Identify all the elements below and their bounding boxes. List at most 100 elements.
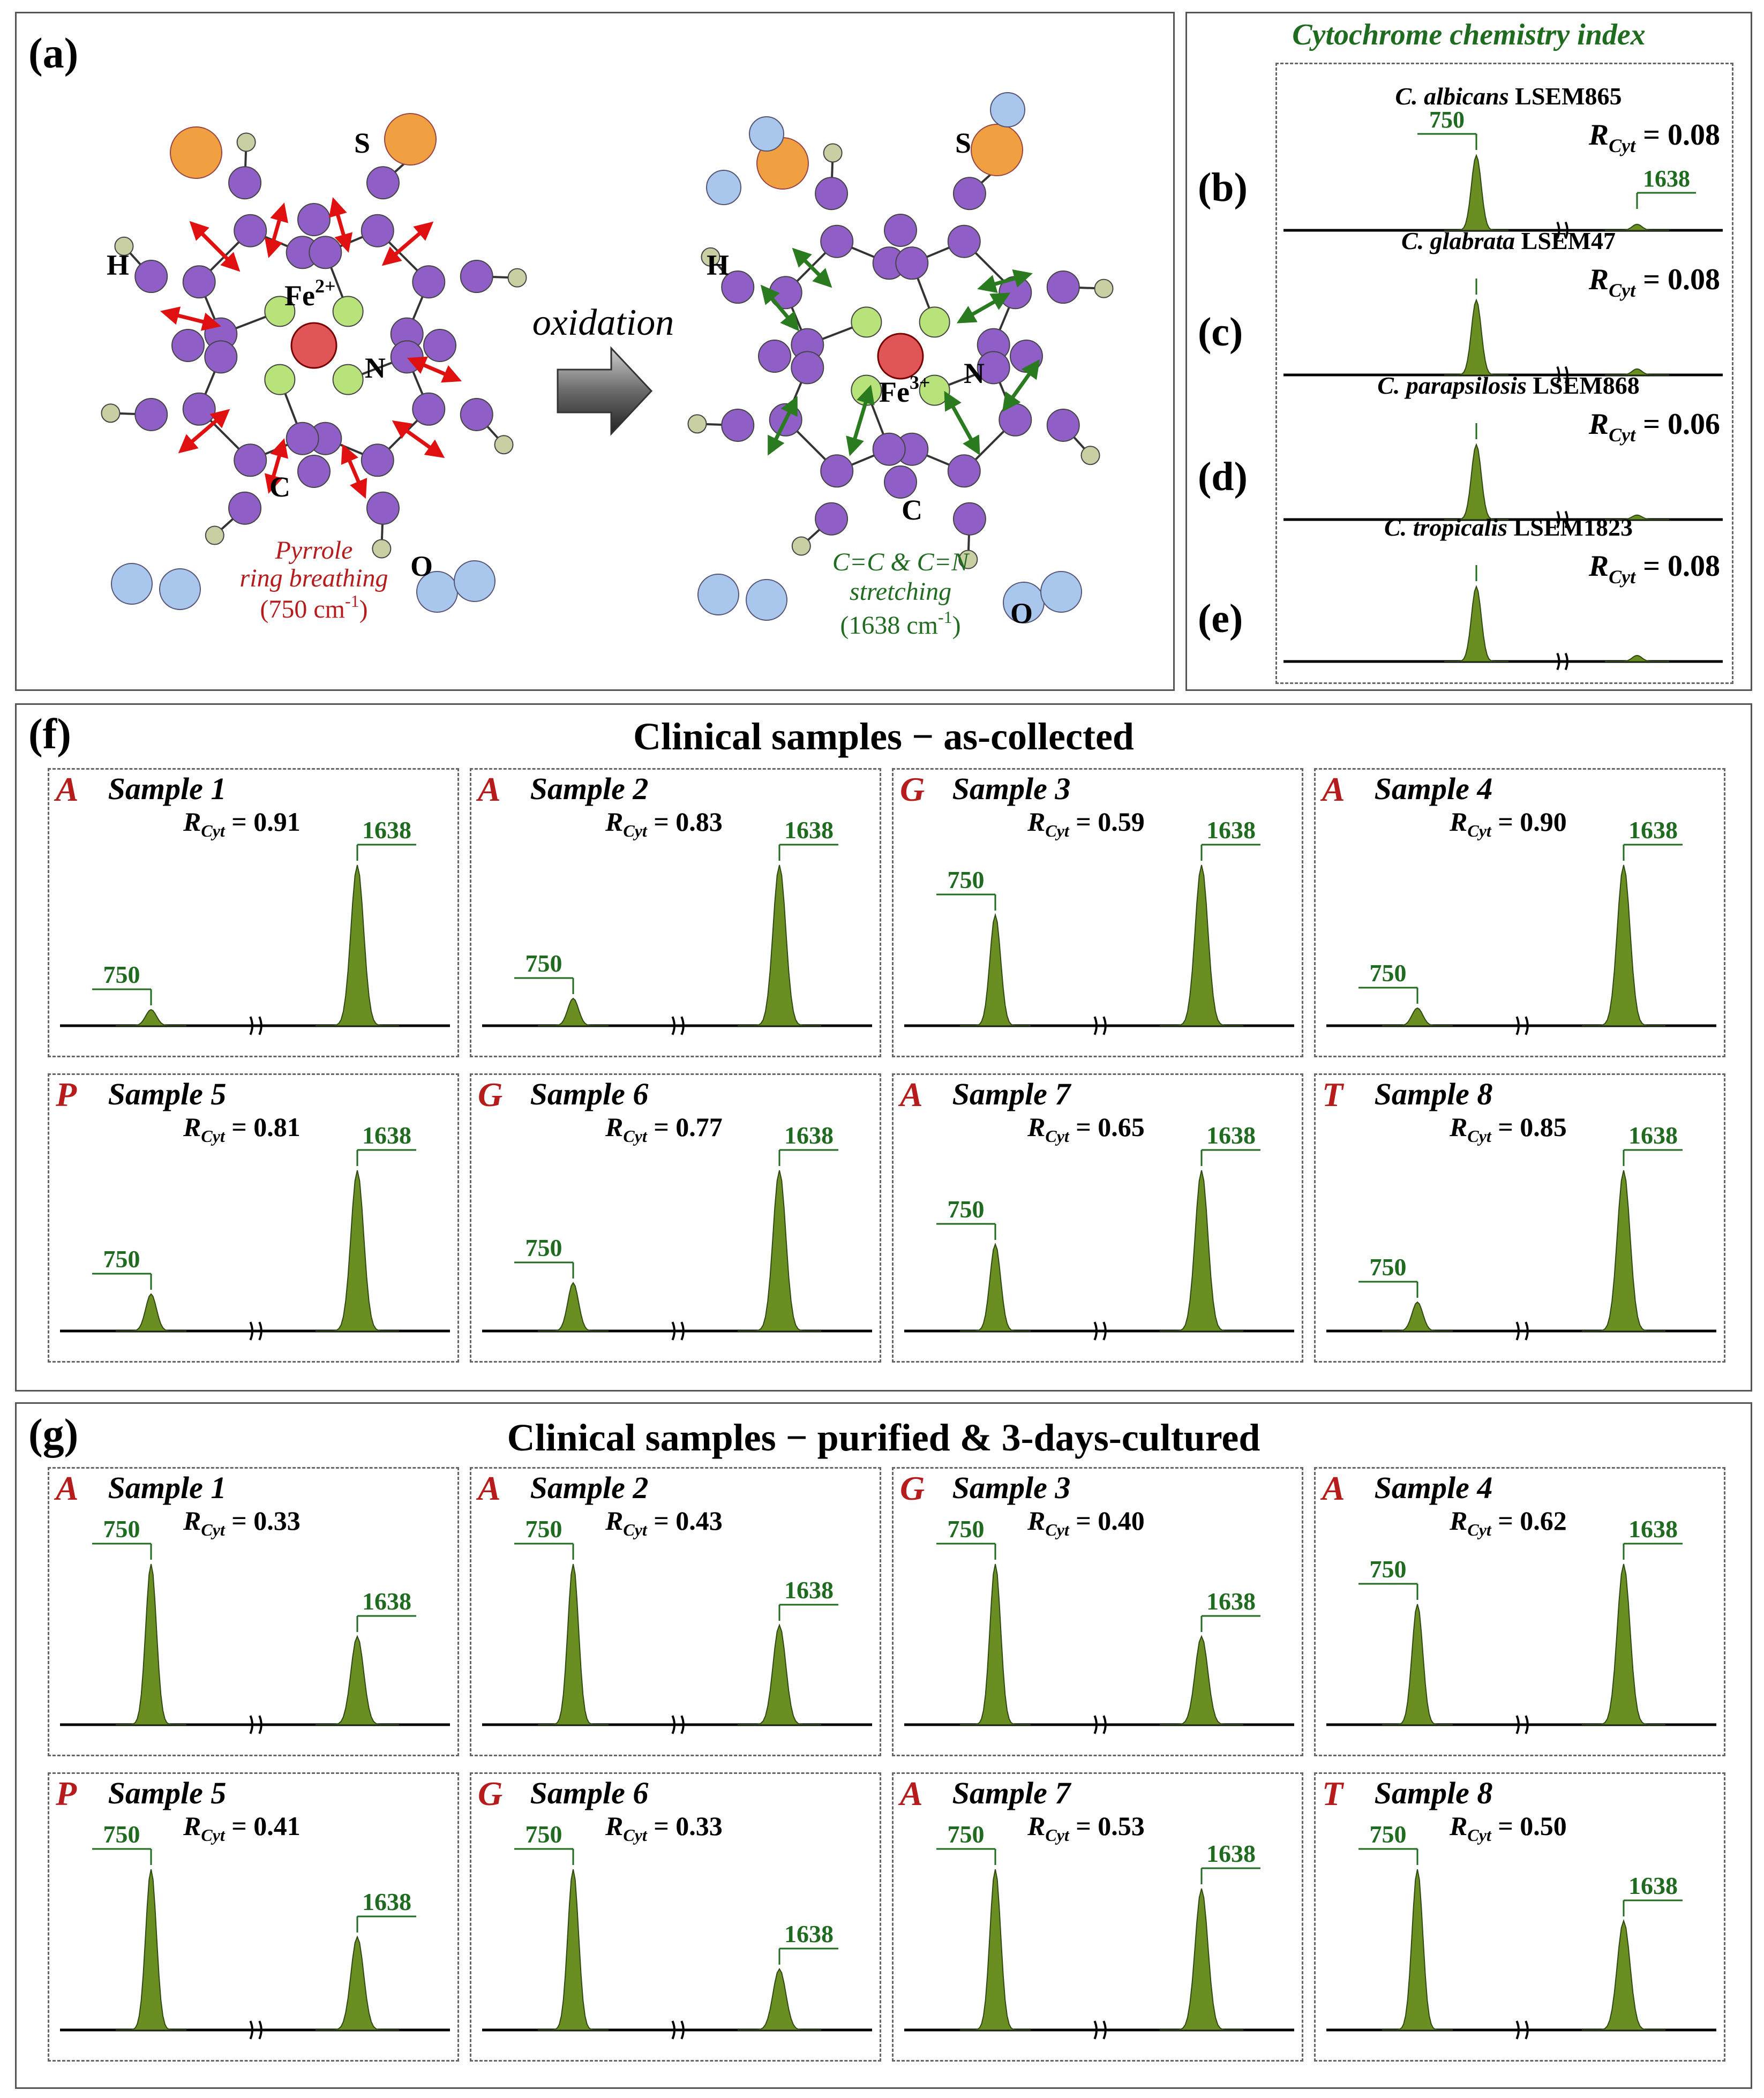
- peak-1638: [1160, 1170, 1243, 1332]
- nitrogen-atom: [264, 296, 296, 327]
- sample-r-value: RCyt = 0.81: [183, 1112, 301, 1146]
- species-code: A: [478, 1469, 501, 1507]
- peak-1638: [738, 864, 821, 1026]
- peak-1638: [316, 1635, 399, 1725]
- carbon-atom: [182, 392, 216, 426]
- carbon-atom: [895, 246, 929, 280]
- left-caption-l2: ring breathing: [240, 564, 388, 592]
- carbon-atom: [309, 236, 342, 269]
- peak-label: 750: [936, 866, 996, 911]
- panel-f: (f) Clinical samples − as-collected A Sam…: [15, 703, 1752, 1392]
- index-r-value: RCyt = 0.08: [1588, 118, 1720, 156]
- peak-label: 750: [1358, 1253, 1418, 1298]
- species-code: G: [900, 770, 925, 808]
- carbon-atom: [366, 491, 400, 525]
- nitrogen-atom: [332, 364, 364, 395]
- hydrogen-atom: [701, 247, 720, 267]
- peak-1638: [1582, 1563, 1665, 1725]
- carbon-atom: [204, 340, 238, 374]
- axis-break-icon: [1093, 2020, 1107, 2040]
- sample-title: Sample 1: [108, 771, 227, 806]
- peak-750: [538, 1282, 609, 1332]
- stretch-arrow-icon: [977, 269, 1033, 294]
- sample-r-value: RCyt = 0.33: [605, 1811, 723, 1845]
- peak-1638: [1160, 1635, 1243, 1725]
- peak-label: 1638: [1200, 816, 1260, 861]
- peak-1638: [1582, 1919, 1665, 2031]
- left-s-label: S: [354, 127, 370, 159]
- oxygen-atom: [1040, 571, 1082, 613]
- sample-panel: A Sample 4 RCyt = 0.62 750 1638: [1314, 1467, 1725, 1756]
- nitrogen-atom: [919, 374, 950, 406]
- peak-label: 750: [936, 1195, 996, 1240]
- carbon-atom: [947, 224, 981, 258]
- stretch-arrow-icon: [768, 396, 798, 456]
- peak-label-text: 750: [1370, 959, 1407, 987]
- peak-1638: [738, 1623, 821, 1725]
- peak-label-text: 750: [1370, 1555, 1407, 1583]
- peak-label-text: 750: [103, 1245, 140, 1273]
- axis-break-icon: [249, 1715, 262, 1734]
- peak-750: [960, 1869, 1031, 2031]
- peak-label: 750: [92, 1821, 152, 1865]
- index-spectra: (b) C. albicans LSEM865 RCyt = 0.08 750 1638…: [1198, 82, 1723, 671]
- carbon-atom: [182, 265, 216, 299]
- right-fe-label: Fe3+: [879, 372, 930, 408]
- carbon-atom: [1046, 408, 1080, 442]
- peak-label: 1638: [1623, 816, 1683, 861]
- right-o-label: O: [1010, 597, 1033, 629]
- peak-label-text: 750: [948, 1821, 985, 1848]
- species-code: A: [1322, 1469, 1345, 1507]
- species-code: A: [56, 770, 79, 808]
- oxygen-atom: [746, 579, 787, 621]
- breathing-arrow-icon: [264, 438, 289, 494]
- peak-label: 750: [1417, 107, 1477, 150]
- sample-panel: A Sample 1 RCyt = 0.91 750 1638: [48, 768, 459, 1057]
- peak-label: 750: [1358, 1555, 1418, 1600]
- peak-1638: [1160, 864, 1243, 1026]
- index-species-title: C. albicans LSEM865: [1395, 82, 1622, 110]
- panel-g-title: Clinical samples − purified & 3-days-cul…: [507, 1416, 1260, 1459]
- left-c-label: C: [269, 471, 290, 503]
- carbon-atom: [947, 454, 981, 488]
- peak-label-text: 750: [526, 1515, 562, 1543]
- peak-label-text: 1638: [784, 816, 834, 844]
- peak-1638: [1582, 864, 1665, 1026]
- axis-break-icon: [1515, 1321, 1529, 1341]
- peak-label-text: 1638: [362, 816, 411, 844]
- peak-750: [116, 1293, 186, 1332]
- peak-label: 750: [92, 1245, 152, 1290]
- sample-spectrum: 750 1638: [60, 1515, 450, 1734]
- species-code: P: [56, 1774, 77, 1813]
- peak-label-text: 1638: [1206, 816, 1256, 844]
- panel-f-label: (f): [28, 711, 71, 758]
- peak-750: [116, 1563, 186, 1725]
- carbon-atom: [791, 351, 824, 385]
- peak-label-text: 1638: [1628, 1122, 1678, 1149]
- stretch-arrow-icon: [944, 390, 980, 456]
- oxygen-atom: [454, 560, 496, 602]
- peak-750: [538, 1869, 609, 2031]
- sample-panel: G Sample 3 RCyt = 0.40 750 1638: [892, 1467, 1303, 1756]
- sulfur-atom: [971, 124, 1023, 176]
- sample-panel: A Sample 4 RCyt = 0.90 750 1638: [1314, 768, 1725, 1057]
- molecule-diagram: oxidation Fe2+ S H N C O Pyrrole ring br…: [101, 92, 1114, 640]
- carbon-atom: [171, 329, 205, 362]
- peak-label-text: 750: [526, 1821, 562, 1848]
- sample-title: Sample 5: [108, 1077, 227, 1111]
- peak-label: 1638: [1200, 1840, 1260, 1884]
- peak-label-text: 1638: [1206, 1588, 1256, 1615]
- hydrogen-atom: [1094, 279, 1114, 298]
- species-code: A: [1322, 770, 1345, 808]
- stretch-arrow-icon: [956, 292, 1011, 324]
- right-n-label: N: [964, 357, 985, 389]
- axis-break-icon: [671, 1321, 685, 1341]
- peak-label: 750: [92, 1515, 152, 1560]
- sample-r-value: RCyt = 0.65: [1027, 1112, 1145, 1146]
- axis-break-icon: [1093, 1016, 1107, 1035]
- axis-break-icon: [1093, 1715, 1107, 1734]
- peak-750: [1382, 1604, 1453, 1725]
- species-code: T: [1322, 1774, 1343, 1813]
- sample-spectrum: 750 1638: [482, 816, 872, 1035]
- carbon-atom: [297, 203, 331, 236]
